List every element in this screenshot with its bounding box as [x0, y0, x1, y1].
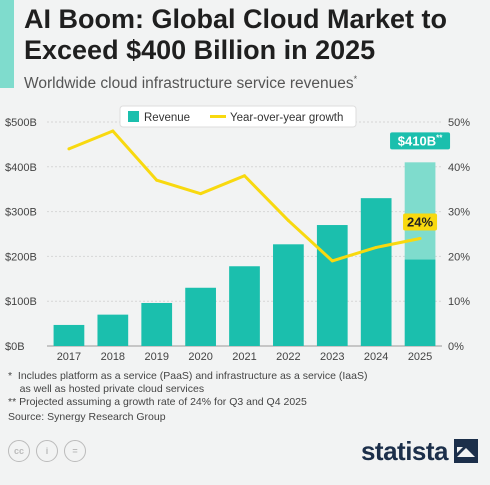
chart-subtitle: Worldwide cloud infrastructure service r…	[24, 74, 484, 93]
cc-icon[interactable]: cc	[8, 440, 30, 462]
y-axis-left-tick-label: $100B	[5, 296, 37, 308]
y-axis-left-tick-label: $0B	[5, 341, 25, 353]
y-axis-right-tick-label: 0%	[448, 341, 464, 353]
y-axis-left-tick-label: $400B	[5, 162, 37, 174]
line-point	[243, 174, 246, 178]
bar	[53, 324, 85, 346]
brand-name: statista	[360, 435, 449, 466]
source-text: Source: Synergy Research Group	[8, 411, 166, 423]
bar	[97, 314, 129, 346]
revenue-data-label: $410B**	[398, 133, 443, 148]
x-axis-tick-label: 2023	[320, 351, 344, 363]
growth-data-label: 24%	[407, 214, 433, 229]
x-axis-tick-label: 2019	[144, 351, 168, 363]
x-axis-tick-label: 2022	[276, 351, 300, 363]
revenue-label-footnote-mark: **	[436, 133, 443, 142]
statista-mark-icon	[454, 439, 478, 463]
chart-title: AI Boom: Global Cloud Market to Exceed $…	[24, 4, 447, 65]
chart-area: $0B $100B $200B $300B $400B $500B 0% 10% 20% 30% 4…	[5, 105, 470, 363]
x-axis-tick-label: 2020	[188, 351, 212, 363]
line-point	[374, 245, 378, 249]
footnotes: * Includes platform as a service (PaaS) …	[8, 370, 478, 424]
line-point	[330, 259, 334, 263]
statista-logo[interactable]: statista	[361, 436, 478, 466]
revenue-label-box	[390, 132, 451, 150]
attribution-icon[interactable]: i	[36, 440, 58, 462]
y-axis-left-tick-label: $500B	[5, 117, 37, 129]
x-axis-tick-label: 2025	[408, 351, 432, 363]
subtitle-footnote-mark: *	[353, 74, 358, 84]
growth-label-box	[403, 213, 438, 231]
bar-projected-part	[404, 162, 436, 260]
footnote-1: * Includes platform as a service (PaaS) …	[8, 370, 368, 382]
y-axis-right-tick-label: 10%	[448, 296, 470, 308]
y-axis-left-tick-label: $300B	[5, 207, 37, 219]
line-point	[155, 178, 159, 182]
y-axis-right-tick-label: 50%	[448, 117, 470, 129]
bar	[141, 302, 173, 346]
subtitle-text: Worldwide cloud infrastructure service r…	[24, 75, 354, 93]
line-point	[111, 129, 115, 133]
x-axis-tick-label: 2021	[232, 351, 256, 363]
line-point	[418, 236, 422, 240]
line-point	[67, 147, 71, 151]
footnote-1-cont: as well as hosted private cloud services	[8, 383, 205, 395]
bar	[229, 266, 260, 346]
x-axis-tick-label: 2017	[57, 351, 81, 363]
y-axis-right-tick-label: 20%	[448, 251, 470, 263]
bar	[316, 225, 348, 346]
footnote-2: ** Projected assuming a growth rate of 2…	[8, 396, 307, 408]
x-axis-tick-label: 2024	[364, 351, 388, 363]
title-accent-bar	[0, 0, 14, 88]
no-derivatives-icon[interactable]: =	[64, 440, 86, 462]
line-point	[199, 192, 203, 196]
y-axis-left-tick-label: $200B	[5, 251, 37, 263]
legend-label-revenue: Revenue	[144, 112, 190, 124]
bar	[273, 244, 304, 346]
bar	[360, 198, 392, 346]
y-axis-right-tick-label: 40%	[448, 162, 470, 174]
legend-label-growth: Year-over-year growth	[230, 112, 343, 124]
y-axis-right-tick-label: 30%	[448, 207, 470, 219]
license-icons: cc i =	[8, 440, 86, 462]
legend-box	[119, 105, 357, 128]
bar	[185, 287, 216, 346]
legend-swatch-revenue	[128, 111, 139, 122]
line-point	[286, 219, 290, 223]
bar-actual-part	[404, 259, 436, 346]
x-axis-tick-label: 2018	[101, 351, 125, 363]
